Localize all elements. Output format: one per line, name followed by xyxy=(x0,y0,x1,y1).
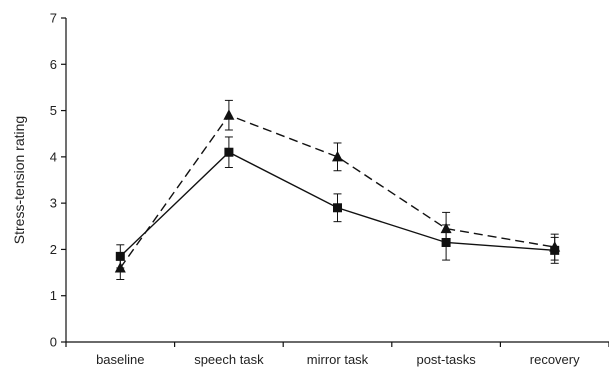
triangle-marker xyxy=(440,222,452,234)
triangle-marker xyxy=(114,261,126,273)
series-1 xyxy=(114,99,561,281)
x-axis: baseline speech task mirror task post-tasks… xyxy=(65,341,609,367)
y-tick-label: 1 xyxy=(50,288,57,303)
y-tick-label: 7 xyxy=(50,11,57,26)
x-tick-label: recovery xyxy=(530,352,580,367)
y-tick-label: 6 xyxy=(50,57,57,72)
y-tick-label: 4 xyxy=(50,149,57,164)
triangle-marker xyxy=(223,109,235,120)
x-tick-label: post-tasks xyxy=(416,352,476,367)
y-tick-label: 0 xyxy=(50,335,57,350)
x-tick-label: speech task xyxy=(194,352,264,367)
series-layer xyxy=(114,99,561,281)
y-tick-label: 2 xyxy=(50,242,57,257)
x-tick-label: mirror task xyxy=(307,352,369,367)
y-axis-title: Stress-tension rating xyxy=(11,116,27,244)
triangle-marker xyxy=(332,150,343,162)
triangle-marker xyxy=(549,241,561,252)
square-marker xyxy=(333,203,342,213)
x-tick-label: baseline xyxy=(96,352,144,367)
series-line xyxy=(119,114,555,269)
square-marker xyxy=(224,147,234,157)
y-tick-label: 5 xyxy=(50,103,57,118)
y-axis: 0 1 2 3 4 5 6 7 xyxy=(50,11,67,350)
y-tick-label: 3 xyxy=(50,196,57,211)
